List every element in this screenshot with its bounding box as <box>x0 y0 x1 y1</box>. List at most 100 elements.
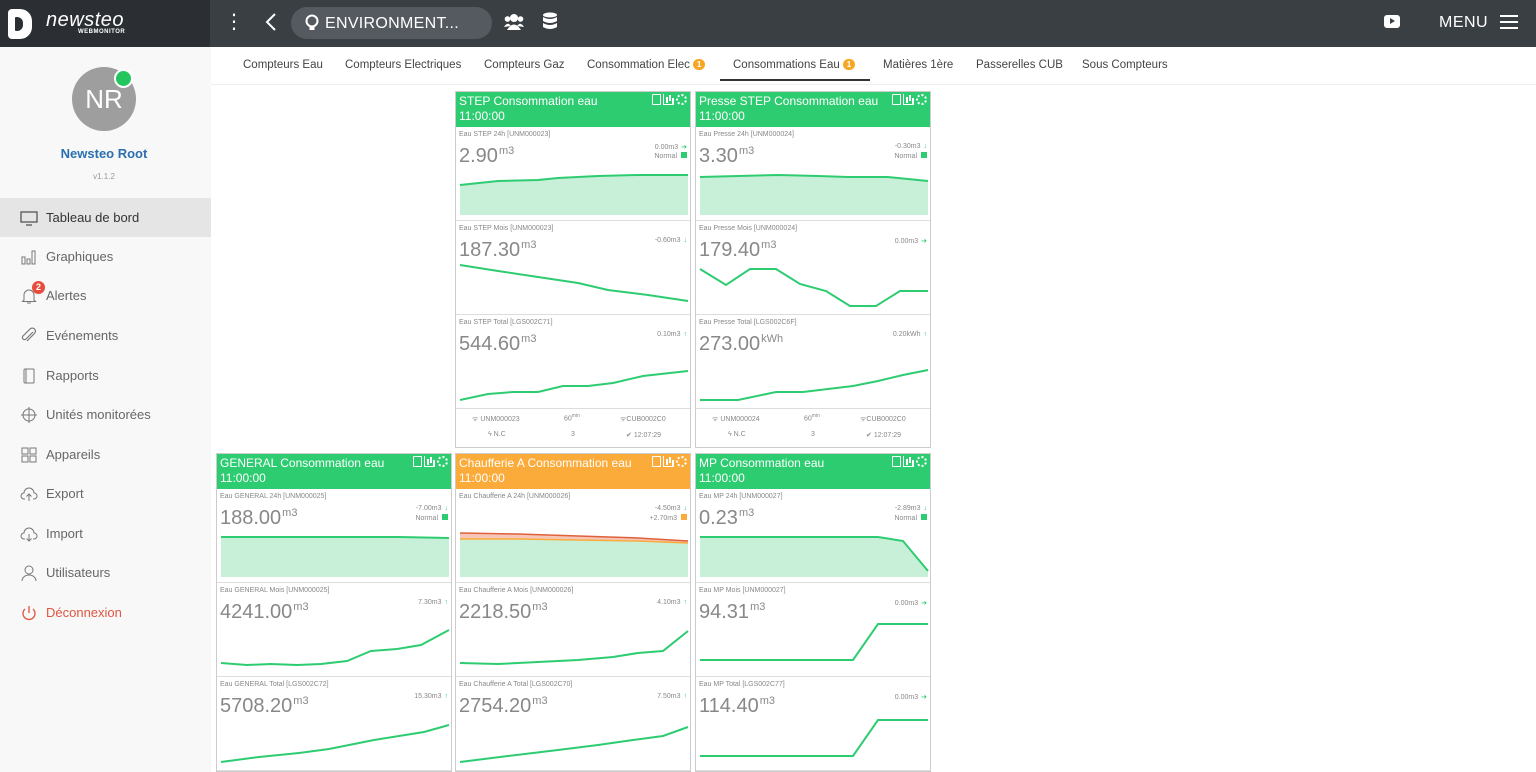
metric-delta: 0.00m3 ➔ <box>894 600 927 607</box>
metric-row[interactable]: Eau GENERAL Total [LGS002C72] 5708.20m3 … <box>217 677 451 771</box>
tablet-icon[interactable] <box>413 456 422 467</box>
tablet-icon[interactable] <box>652 94 661 105</box>
gear-icon[interactable] <box>916 94 927 105</box>
sidebar-item-label: Rapports <box>46 368 99 383</box>
cloud-upload-icon <box>20 487 38 501</box>
card-title: STEP Consommation eau <box>459 94 598 108</box>
card-header[interactable]: Chaufferie A Consommation eau 11:00:00 <box>456 454 690 489</box>
arrow-up-icon: ↑ <box>444 693 449 700</box>
metric-name: Eau GENERAL Mois [UNM000025] <box>220 587 330 594</box>
card-header[interactable]: MP Consommation eau 11:00:00 <box>696 454 930 489</box>
logo[interactable]: newsteo WEBMONITOR <box>0 0 210 47</box>
grid-icon <box>21 447 37 463</box>
arrow-right-icon: ➔ <box>921 694 927 701</box>
gateway-id: ᯤCUB0002C0 <box>620 416 666 423</box>
chart-icon[interactable] <box>424 456 435 467</box>
chart-icon[interactable] <box>903 456 914 467</box>
tab-compteurs-eau[interactable]: Compteurs Eau <box>243 59 323 71</box>
metric-status: Normal <box>415 514 448 522</box>
metric-row[interactable]: Eau STEP Mois [UNM000023] 187.30m3 -0.60… <box>456 221 690 315</box>
tab-passerelles-cub[interactable]: Passerelles CUB <box>976 59 1063 71</box>
metric-row[interactable]: Eau Presse Total [LGS002C6F] 273.00kWh 0… <box>696 315 930 409</box>
chart-icon[interactable] <box>663 94 674 105</box>
power-icon: ϟ N.C <box>728 431 746 438</box>
metric-value: 179.40m3 <box>699 239 777 261</box>
sidebar-item-alertes[interactable]: 2 Alertes <box>0 276 211 315</box>
sidebar-item-utilisateurs[interactable]: Utilisateurs <box>0 553 211 592</box>
metric-row[interactable]: Eau MP Total [LGS002C77] 114.40m3 0.00m3… <box>696 677 930 771</box>
metric-name: Eau GENERAL Total [LGS002C72] <box>220 681 329 688</box>
card-header[interactable]: STEP Consommation eau 11:00:00 <box>456 92 690 127</box>
gear-icon[interactable] <box>437 456 448 467</box>
warning-square-icon <box>681 514 687 520</box>
metric-row[interactable]: Eau Chaufferie A Mois [UNM000026] 2218.5… <box>456 583 690 677</box>
tab-consommations-eau[interactable]: Consommations Eau 1 <box>733 59 856 71</box>
gear-icon[interactable] <box>916 456 927 467</box>
database-icon[interactable] <box>542 12 558 32</box>
card-header[interactable]: GENERAL Consommation eau 11:00:00 <box>217 454 451 489</box>
sidebar-item-graphiques[interactable]: Graphiques <box>0 237 211 276</box>
metric-value: 0.23m3 <box>699 507 755 529</box>
sparkline <box>699 268 928 307</box>
user-name[interactable]: Newsteo Root <box>60 146 148 161</box>
back-chevron-icon[interactable] <box>262 12 282 32</box>
tab-label: Compteurs Eau <box>243 59 323 71</box>
metric-row[interactable]: Eau MP 24h [UNM000027] 0.23m3 -2.89m3 ↓ N… <box>696 489 930 583</box>
sparkline <box>459 726 689 763</box>
chart-icon[interactable] <box>663 456 674 467</box>
sensor-id: UNM000023 <box>480 416 520 423</box>
sparkline-area <box>221 536 450 577</box>
gear-icon[interactable] <box>676 94 687 105</box>
hamburger-icon[interactable] <box>1500 15 1518 29</box>
menu-label[interactable]: MENU <box>1439 14 1489 31</box>
book-icon <box>23 368 35 384</box>
metric-row[interactable]: Eau GENERAL Mois [UNM000025] 4241.00m3 7… <box>217 583 451 677</box>
metric-value <box>459 507 460 530</box>
metric-value: 544.60m3 <box>459 333 537 355</box>
arrow-down-icon: ↓ <box>923 143 928 150</box>
last-update: ✔ 12:07:29 <box>626 432 662 439</box>
metric-row[interactable]: Eau Chaufferie A Total [LGS002C70] 2754.… <box>456 677 690 771</box>
card-title: Presse STEP Consommation eau <box>699 94 879 108</box>
sidebar-item-appareils[interactable]: Appareils <box>0 435 211 474</box>
sparkline-area <box>699 173 929 215</box>
metric-row[interactable]: Eau MP Mois [UNM000027] 94.31m3 0.00m3 ➔ <box>696 583 930 677</box>
card-time: 11:00:00 <box>459 471 505 485</box>
sidebar-item-deconnexion[interactable]: Déconnexion <box>0 593 211 632</box>
tablet-icon[interactable] <box>892 94 901 105</box>
sidebar-item-label: Graphiques <box>46 249 114 264</box>
gear-icon[interactable] <box>676 456 687 467</box>
tab-sous-compteurs[interactable]: Sous Compteurs <box>1082 59 1168 71</box>
tab-compteurs-electriques[interactable]: Compteurs Electriques <box>345 59 461 71</box>
paperclip-icon <box>21 327 37 342</box>
metric-row[interactable]: Eau STEP Total [LGS002C71] 544.60m3 0.10… <box>456 315 690 409</box>
tab-matieres-1ere[interactable]: Matières 1ère <box>883 59 953 71</box>
metric-row[interactable]: Eau Chaufferie A 24h [UNM000026] -4.50m3… <box>456 489 690 583</box>
metric-delta: 7.50m3 ↑ <box>657 693 687 700</box>
tablet-icon[interactable] <box>892 456 901 467</box>
chart-icon[interactable] <box>903 94 914 105</box>
sidebar-item-tableau-de-bord[interactable]: Tableau de bord <box>0 198 211 237</box>
metric-row[interactable]: Eau Presse Mois [UNM000024] 179.40m3 0.0… <box>696 221 930 315</box>
youtube-icon[interactable] <box>1384 15 1400 28</box>
metric-value: 188.00m3 <box>220 507 298 529</box>
metric-status: Normal <box>894 514 927 522</box>
sidebar-item-export[interactable]: Export <box>0 474 211 513</box>
period: 60min <box>804 413 820 423</box>
metric-row[interactable]: Eau Presse 24h [UNM000024] 3.30m3 -0.30m… <box>696 127 930 221</box>
metric-row[interactable]: Eau STEP 24h [UNM000023] 2.90m3 0.00m3 ➔ … <box>456 127 690 221</box>
tab-consommation-elec[interactable]: Consommation Elec 1 <box>587 59 706 71</box>
kebab-menu-icon[interactable]: ⋮ <box>224 11 244 33</box>
monitor-icon <box>20 211 38 226</box>
sidebar-item-import[interactable]: Import <box>0 514 211 553</box>
card-header[interactable]: Presse STEP Consommation eau 11:00:00 <box>696 92 930 127</box>
sidebar-item-unites-monitorees[interactable]: Unités monitorées <box>0 395 211 434</box>
status-square-icon <box>681 152 687 158</box>
metric-row[interactable]: Eau GENERAL 24h [UNM000025] 188.00m3 -7.… <box>217 489 451 583</box>
context-selector[interactable]: ENVIRONMENT... <box>291 7 492 39</box>
users-group-icon[interactable] <box>504 13 524 31</box>
sidebar-item-evenements[interactable]: Evénements <box>0 316 211 355</box>
sidebar-item-rapports[interactable]: Rapports <box>0 356 211 395</box>
tablet-icon[interactable] <box>652 456 661 467</box>
tab-compteurs-gaz[interactable]: Compteurs Gaz <box>484 59 565 71</box>
